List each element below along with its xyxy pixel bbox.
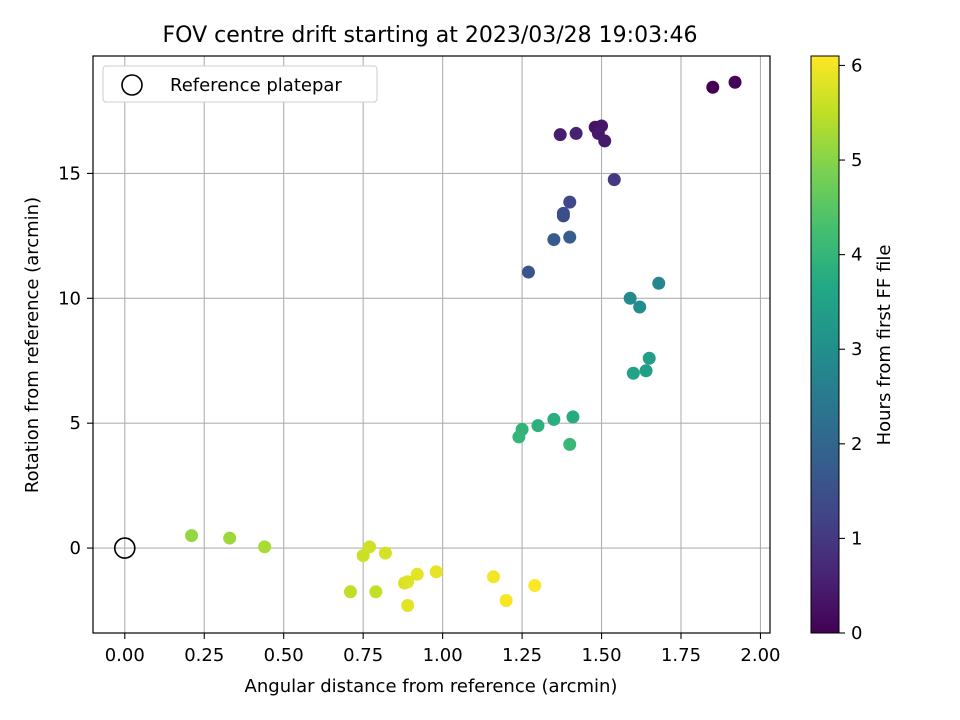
x-axis-label: Angular distance from reference (arcmin)	[245, 676, 618, 697]
y-axis-label: Rotation from reference (arcmin)	[22, 197, 43, 493]
y-axis-ticks: 0 5 10 15	[58, 163, 93, 559]
y-tick-label: 10	[58, 288, 81, 309]
legend-entry-label: Reference platepar	[170, 75, 342, 96]
data-point	[401, 599, 415, 613]
colorbar-tick-label: 2	[851, 434, 862, 455]
data-point	[185, 529, 199, 543]
data-point	[642, 351, 656, 365]
colorbar-tick-label: 3	[851, 339, 862, 360]
colorbar-tick-label: 0	[851, 623, 862, 644]
plot-frame	[92, 55, 771, 634]
grid-lines	[93, 56, 770, 633]
y-tick-label: 15	[58, 163, 81, 184]
x-tick-label: 0.75	[343, 645, 383, 666]
legend-box	[102, 65, 378, 103]
data-point	[343, 585, 357, 599]
data-point	[569, 126, 583, 140]
data-point	[633, 300, 647, 314]
colorbar-gradient	[810, 55, 840, 634]
data-point	[563, 437, 577, 451]
data-point	[547, 233, 561, 247]
data-point	[639, 364, 653, 378]
colorbar-label: Hours from first FF file	[874, 245, 895, 446]
colorbar-tick-label: 1	[851, 528, 862, 549]
chart-title: FOV centre drift starting at 2023/03/28 …	[163, 23, 698, 48]
data-point	[566, 410, 580, 424]
x-tick-label: 1.50	[582, 645, 622, 666]
plot-area	[92, 55, 771, 634]
data-point	[512, 430, 526, 444]
data-point	[563, 195, 577, 209]
data-point	[607, 173, 621, 187]
x-tick-label: 1.00	[423, 645, 463, 666]
colorbar-tick-label: 6	[851, 55, 862, 76]
data-point	[258, 540, 272, 554]
data-point	[728, 75, 742, 89]
data-point	[410, 567, 424, 581]
x-tick-label: 0.00	[105, 645, 145, 666]
x-axis-ticks: 0.00 0.25 0.50 0.75 1.00 1.25 1.50 1.75 2.00	[105, 633, 781, 666]
x-tick-label: 2.00	[740, 645, 780, 666]
data-point	[521, 265, 535, 279]
data-point	[369, 585, 383, 599]
data-point	[499, 594, 513, 608]
legend: Reference platepar	[102, 65, 378, 103]
data-point	[598, 134, 612, 148]
data-point	[531, 419, 545, 433]
data-point	[706, 80, 720, 94]
data-point	[363, 540, 377, 554]
x-tick-label: 1.75	[661, 645, 701, 666]
data-point	[626, 366, 640, 380]
data-point	[223, 531, 237, 545]
data-point	[528, 579, 542, 593]
x-tick-label: 0.25	[184, 645, 224, 666]
data-point	[547, 412, 561, 426]
data-point	[401, 575, 415, 589]
data-points	[185, 75, 742, 613]
colorbar-tick-label: 5	[851, 150, 862, 171]
legend-open-circle-icon	[121, 74, 143, 96]
colorbar-tick-label: 4	[851, 245, 862, 266]
data-point	[553, 128, 567, 142]
y-tick-label: 0	[70, 538, 81, 559]
y-tick-label: 5	[70, 413, 81, 434]
data-point	[486, 570, 500, 584]
data-point	[563, 230, 577, 244]
data-point	[556, 206, 570, 220]
colorbar-ticks: 0 1 2 3 4 5 6	[839, 55, 862, 644]
data-point	[429, 565, 443, 579]
data-point	[652, 276, 666, 290]
colorbar: 0 1 2 3 4 5 6 Hours from first FF file	[810, 55, 895, 644]
x-tick-label: 0.50	[264, 645, 304, 666]
data-point	[623, 291, 637, 305]
plot-background	[93, 56, 770, 633]
reference-platepar-point	[113, 537, 136, 559]
data-point	[378, 546, 392, 560]
x-tick-label: 1.25	[502, 645, 542, 666]
